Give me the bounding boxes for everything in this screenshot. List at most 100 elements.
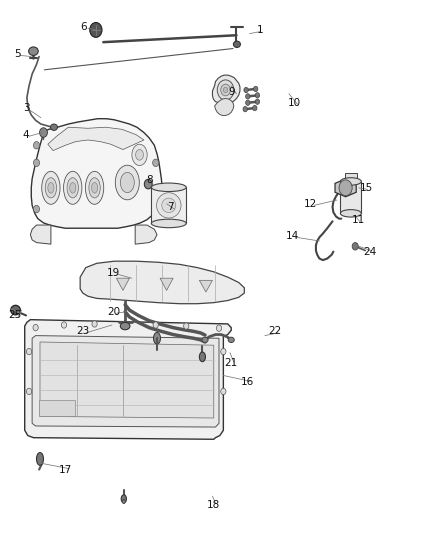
Circle shape — [246, 94, 250, 99]
Ellipse shape — [151, 183, 186, 191]
Text: 11: 11 — [352, 215, 365, 225]
Circle shape — [33, 142, 39, 149]
Circle shape — [339, 180, 352, 196]
Ellipse shape — [50, 124, 57, 131]
Circle shape — [216, 325, 222, 332]
Ellipse shape — [221, 84, 230, 96]
Text: 1: 1 — [257, 25, 264, 35]
Circle shape — [253, 106, 257, 111]
Text: 8: 8 — [146, 175, 152, 185]
Polygon shape — [345, 173, 357, 181]
Text: 16: 16 — [241, 377, 254, 387]
Circle shape — [221, 388, 226, 394]
Ellipse shape — [217, 80, 234, 100]
Text: 4: 4 — [23, 130, 29, 140]
Ellipse shape — [45, 177, 57, 198]
Ellipse shape — [121, 495, 127, 503]
Text: 14: 14 — [286, 231, 299, 241]
Circle shape — [39, 128, 47, 138]
Polygon shape — [335, 179, 356, 197]
Ellipse shape — [70, 182, 76, 193]
Text: 18: 18 — [207, 499, 220, 510]
Ellipse shape — [120, 172, 134, 192]
Polygon shape — [25, 320, 231, 439]
Circle shape — [152, 159, 159, 166]
Circle shape — [184, 323, 189, 329]
Polygon shape — [215, 99, 234, 116]
Circle shape — [352, 243, 358, 250]
Circle shape — [153, 322, 158, 328]
Text: 25: 25 — [8, 310, 21, 320]
Text: 7: 7 — [167, 202, 173, 212]
Text: 15: 15 — [360, 183, 373, 193]
Polygon shape — [48, 127, 144, 151]
Polygon shape — [340, 181, 361, 213]
Circle shape — [246, 100, 250, 106]
Ellipse shape — [115, 165, 139, 200]
Polygon shape — [80, 261, 244, 304]
Polygon shape — [40, 342, 214, 418]
Ellipse shape — [162, 198, 176, 213]
Ellipse shape — [340, 177, 361, 185]
Polygon shape — [212, 75, 240, 111]
Text: 9: 9 — [229, 87, 235, 97]
Ellipse shape — [92, 182, 98, 193]
Text: 10: 10 — [287, 98, 300, 108]
Circle shape — [123, 321, 128, 327]
Circle shape — [92, 321, 97, 327]
Circle shape — [221, 349, 226, 355]
Circle shape — [255, 99, 260, 104]
Circle shape — [26, 349, 32, 355]
Polygon shape — [135, 225, 157, 244]
Text: 22: 22 — [268, 326, 282, 336]
Polygon shape — [32, 336, 219, 427]
Ellipse shape — [67, 177, 78, 198]
Circle shape — [61, 322, 67, 328]
Ellipse shape — [36, 453, 43, 465]
Ellipse shape — [48, 182, 54, 193]
Circle shape — [243, 107, 247, 112]
Circle shape — [26, 388, 32, 394]
Polygon shape — [31, 119, 162, 228]
Text: 17: 17 — [59, 465, 72, 474]
Ellipse shape — [123, 499, 125, 504]
Ellipse shape — [228, 337, 234, 343]
Ellipse shape — [199, 352, 205, 362]
Ellipse shape — [153, 333, 160, 344]
Text: 19: 19 — [107, 268, 120, 278]
Ellipse shape — [233, 41, 240, 47]
Polygon shape — [160, 278, 173, 290]
Circle shape — [255, 93, 260, 98]
Polygon shape — [117, 278, 130, 290]
Text: 6: 6 — [80, 22, 87, 33]
Ellipse shape — [145, 179, 152, 189]
Ellipse shape — [340, 209, 361, 217]
Circle shape — [152, 205, 159, 213]
Text: 21: 21 — [225, 358, 238, 368]
Polygon shape — [199, 280, 212, 292]
Text: 3: 3 — [23, 103, 29, 113]
Circle shape — [33, 159, 39, 166]
Ellipse shape — [132, 144, 147, 165]
Text: 12: 12 — [304, 199, 317, 209]
Ellipse shape — [202, 337, 208, 343]
Text: 24: 24 — [363, 247, 376, 256]
Ellipse shape — [136, 150, 144, 160]
Polygon shape — [30, 225, 51, 244]
Circle shape — [33, 205, 39, 213]
Ellipse shape — [28, 47, 38, 55]
Ellipse shape — [42, 171, 60, 204]
Circle shape — [244, 87, 248, 93]
Ellipse shape — [120, 322, 130, 330]
Polygon shape — [151, 187, 186, 223]
Text: 23: 23 — [76, 326, 89, 336]
Circle shape — [254, 86, 258, 92]
Circle shape — [90, 22, 102, 37]
Circle shape — [33, 325, 38, 331]
Ellipse shape — [89, 177, 100, 198]
Ellipse shape — [85, 171, 104, 204]
Ellipse shape — [151, 219, 186, 228]
Text: 5: 5 — [14, 49, 21, 59]
Text: 20: 20 — [107, 306, 120, 317]
Ellipse shape — [11, 305, 20, 315]
